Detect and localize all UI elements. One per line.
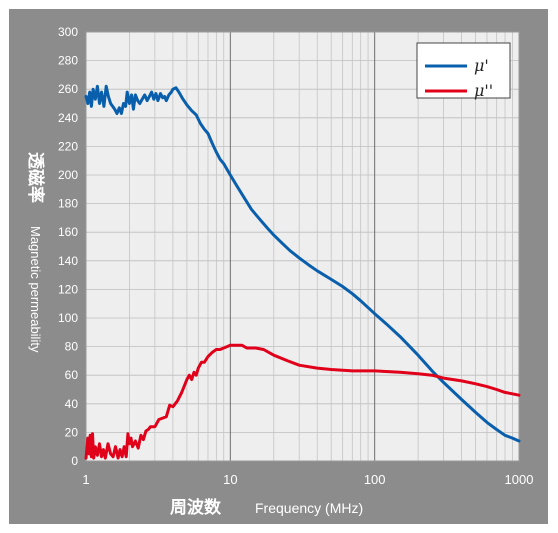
y-tick-label: 100 <box>58 311 78 325</box>
legend-label-mu-double-prime: μ'' <box>474 81 493 100</box>
y-tick-label: 180 <box>58 197 78 211</box>
y-axis-label-en: Magnetic permeability <box>28 226 43 353</box>
x-tick-label: 1000 <box>505 472 534 487</box>
x-tick-label: 1 <box>82 472 89 487</box>
x-axis-label-en: Frequency (MHz) <box>255 500 363 516</box>
series-line-0 <box>84 84 521 443</box>
plot-border <box>85 31 520 462</box>
y-tick-label: 260 <box>58 82 78 96</box>
y-tick-label: 200 <box>58 168 78 182</box>
x-axis-label-cn: 周波数 <box>170 497 222 517</box>
y-tick-label: 160 <box>58 225 78 239</box>
y-axis-label-cn: 透磁率 <box>26 152 46 203</box>
y-tick-label: 140 <box>58 254 78 268</box>
legend-label-mu-prime: μ' <box>474 56 489 75</box>
y-tick-label: 280 <box>58 54 78 68</box>
y-tick-label: 300 <box>58 25 78 39</box>
x-axis-ticks: 1 10 100 1000 <box>82 472 533 487</box>
y-axis-ticks: 0 20 40 60 80 100 120 140 160 180 200 220 240 260 280 3… <box>58 25 78 468</box>
y-tick-label: 220 <box>58 139 78 153</box>
plot-area <box>86 32 519 461</box>
y-tick-label: 80 <box>65 340 79 354</box>
y-tick-label: 60 <box>65 368 79 382</box>
x-tick-label: 10 <box>223 472 237 487</box>
legend: μ' μ'' <box>416 42 511 100</box>
y-tick-label: 240 <box>58 111 78 125</box>
x-tick-label: 100 <box>364 472 386 487</box>
y-tick-label: 120 <box>58 282 78 296</box>
y-tick-label: 40 <box>65 397 79 411</box>
legend-box <box>416 42 511 99</box>
y-tick-label: 20 <box>65 425 79 439</box>
series-line-1 <box>84 343 521 460</box>
series-layer <box>84 84 521 460</box>
y-tick-label: 0 <box>71 454 78 468</box>
